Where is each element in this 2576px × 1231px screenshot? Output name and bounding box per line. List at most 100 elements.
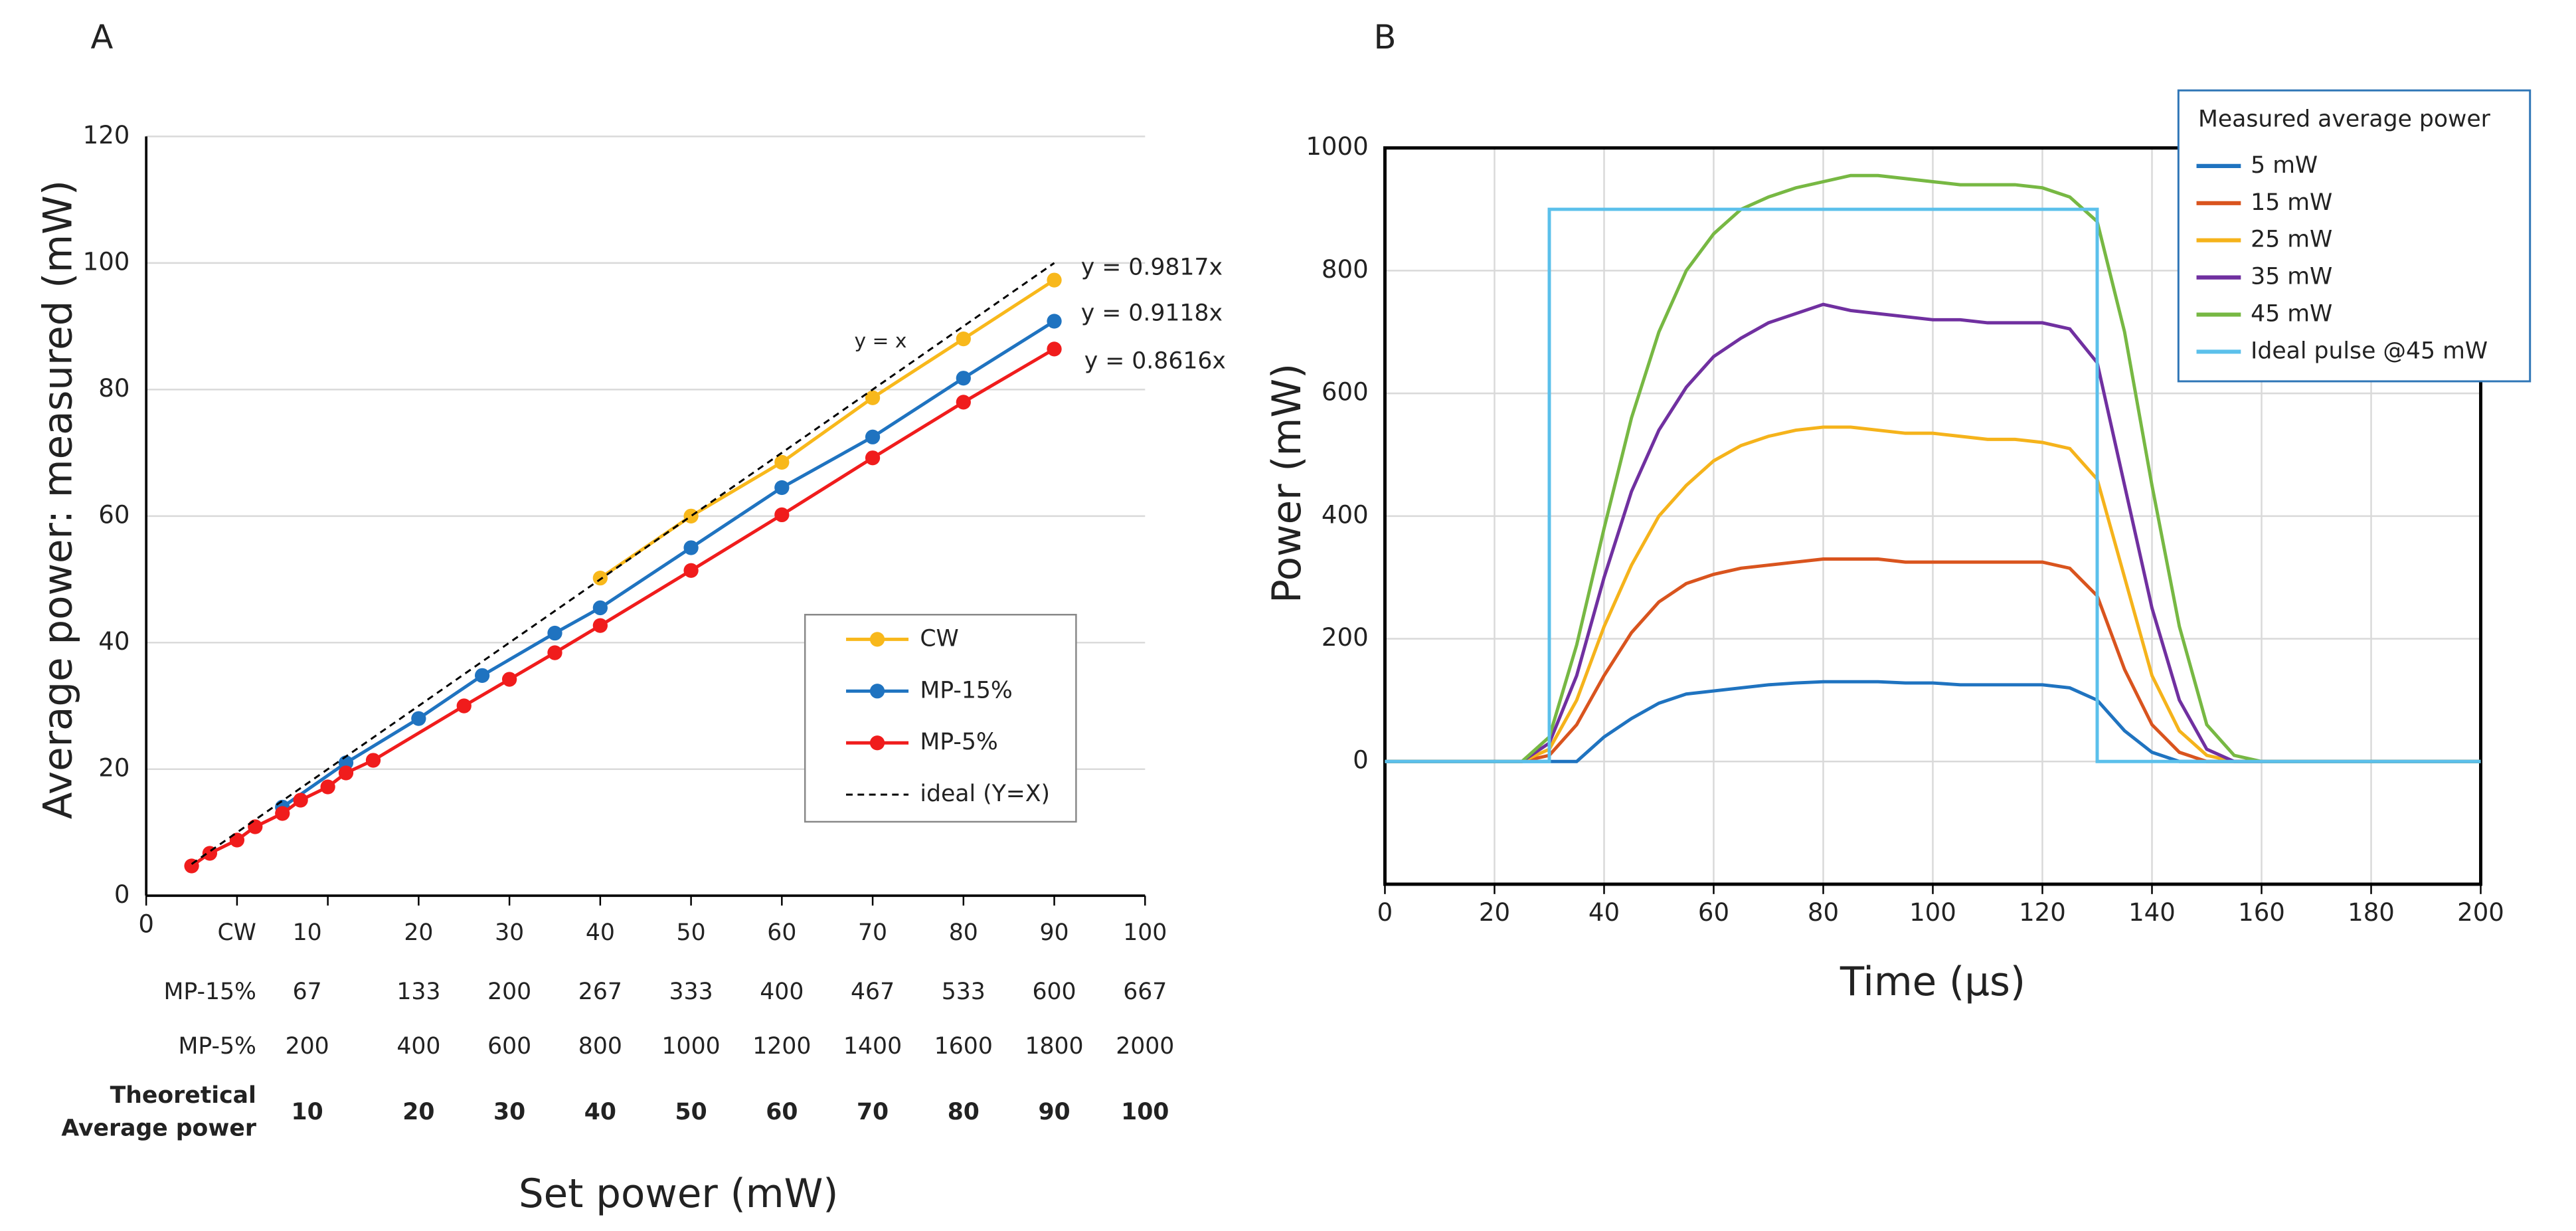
table-cell: 20 xyxy=(404,919,433,946)
data-point xyxy=(683,563,699,578)
table-cell: 60 xyxy=(766,1099,798,1125)
data-point xyxy=(865,429,881,444)
data-point xyxy=(474,668,490,683)
table-cell: 90 xyxy=(1038,1099,1070,1125)
table-cell: 70 xyxy=(857,1099,889,1125)
legend-marker xyxy=(869,632,885,647)
table-cell: 467 xyxy=(851,979,895,1005)
y-axis-title: Power (mW) xyxy=(1264,363,1310,603)
table-cell: 400 xyxy=(760,979,804,1005)
table-cell: 10 xyxy=(292,1099,323,1125)
table-row-label: CW xyxy=(217,919,256,946)
table-cell: 10 xyxy=(293,919,322,946)
table-cell: 30 xyxy=(493,1099,525,1125)
data-point xyxy=(592,571,608,586)
table-row-label: Theoretical xyxy=(110,1082,256,1109)
legend-title: Measured average power xyxy=(2198,106,2491,133)
fit-annotation: y = x xyxy=(855,329,907,352)
y-tick-label: 100 xyxy=(83,247,130,276)
legend-label: 25 mW xyxy=(2251,227,2332,253)
fit-annotation: y = 0.9817x xyxy=(1081,254,1223,280)
x-tick-label: 20 xyxy=(1479,898,1510,927)
x-tick-label: 120 xyxy=(2019,898,2066,927)
data-point xyxy=(1047,272,1062,288)
x-axis-title: Set power (mW) xyxy=(519,1171,839,1217)
y-tick-label: 600 xyxy=(1322,378,1369,407)
table-cell: 100 xyxy=(1123,919,1167,946)
data-point xyxy=(411,711,426,726)
x-tick-label: 140 xyxy=(2128,898,2176,927)
y-tick-label: 60 xyxy=(98,500,129,529)
y-tick-label: 200 xyxy=(1322,623,1369,652)
table-row-label: MP-15% xyxy=(163,979,256,1005)
legend-label: Ideal pulse @45 mW xyxy=(2251,337,2488,364)
data-point xyxy=(865,450,881,466)
data-point xyxy=(338,755,354,771)
x-tick-label: 60 xyxy=(1698,898,1729,927)
x-tick-label: 200 xyxy=(2457,898,2504,927)
table-cell: 533 xyxy=(942,979,986,1005)
legend-label: 15 mW xyxy=(2251,189,2332,216)
table-cell: 20 xyxy=(402,1099,434,1125)
table-cell: 100 xyxy=(1121,1099,1169,1125)
table-cell: 1800 xyxy=(1025,1033,1083,1060)
table-cell: 90 xyxy=(1040,919,1069,946)
table-cell: 800 xyxy=(578,1033,622,1060)
data-point xyxy=(592,600,608,616)
table-cell: 333 xyxy=(669,979,713,1005)
table-cell: 667 xyxy=(1123,979,1167,1005)
table-cell: 67 xyxy=(293,979,322,1005)
data-point xyxy=(547,625,562,641)
series-line xyxy=(599,278,1055,580)
legend-label: 45 mW xyxy=(2251,301,2332,328)
legend-marker xyxy=(869,735,885,751)
legend-label: CW xyxy=(920,625,958,652)
table-cell: 200 xyxy=(487,979,531,1005)
data-point xyxy=(293,793,308,808)
table-cell: 30 xyxy=(495,919,524,946)
data-point xyxy=(1047,341,1062,357)
data-point xyxy=(1047,314,1062,329)
data-point xyxy=(338,765,354,781)
table-cell: 600 xyxy=(1032,979,1076,1005)
y-tick-label: 40 xyxy=(98,627,129,656)
table-cell: 80 xyxy=(948,1099,980,1125)
table-cell: 400 xyxy=(396,1033,440,1060)
y-tick-label: 0 xyxy=(114,880,130,909)
data-point xyxy=(592,618,608,633)
data-point xyxy=(774,454,790,470)
y-tick-label: 400 xyxy=(1322,500,1369,529)
table-cell: 133 xyxy=(396,979,440,1005)
table-cell: 50 xyxy=(677,919,706,946)
y-tick-label: 80 xyxy=(98,374,129,403)
y-tick-label: 800 xyxy=(1322,255,1369,284)
x-tick-label: 40 xyxy=(1589,898,1620,927)
fit-annotation: y = 0.8616x xyxy=(1084,347,1226,374)
legend-label: ideal (Y=X) xyxy=(920,781,1050,807)
legend-label: MP-15% xyxy=(920,677,1012,704)
data-point xyxy=(956,371,971,386)
x-tick-label: 80 xyxy=(1808,898,1839,927)
legend-box xyxy=(804,614,1077,823)
table-cell: 1400 xyxy=(843,1033,902,1060)
x-tick-label: 160 xyxy=(2238,898,2285,927)
table-cell: 40 xyxy=(586,919,615,946)
legend-label: MP-5% xyxy=(920,729,997,755)
plot-frame xyxy=(1383,146,2482,886)
legend-box xyxy=(2177,89,2532,383)
data-point xyxy=(365,753,381,768)
panel-label: A xyxy=(90,18,113,56)
data-point xyxy=(683,508,699,523)
data-point xyxy=(229,832,245,848)
table-cell: 40 xyxy=(584,1099,616,1125)
x-tick-label: 0 xyxy=(1377,898,1393,927)
table-cell: 1600 xyxy=(934,1033,993,1060)
series-line xyxy=(191,262,1055,865)
table-row-label: Average power xyxy=(61,1115,256,1142)
data-point xyxy=(275,806,290,821)
data-point xyxy=(320,779,335,795)
legend-label: 5 mW xyxy=(2251,152,2318,179)
x-axis-title: Time (µs) xyxy=(1840,959,2025,1005)
table-cell: 267 xyxy=(578,979,622,1005)
table-cell: 200 xyxy=(286,1033,329,1060)
